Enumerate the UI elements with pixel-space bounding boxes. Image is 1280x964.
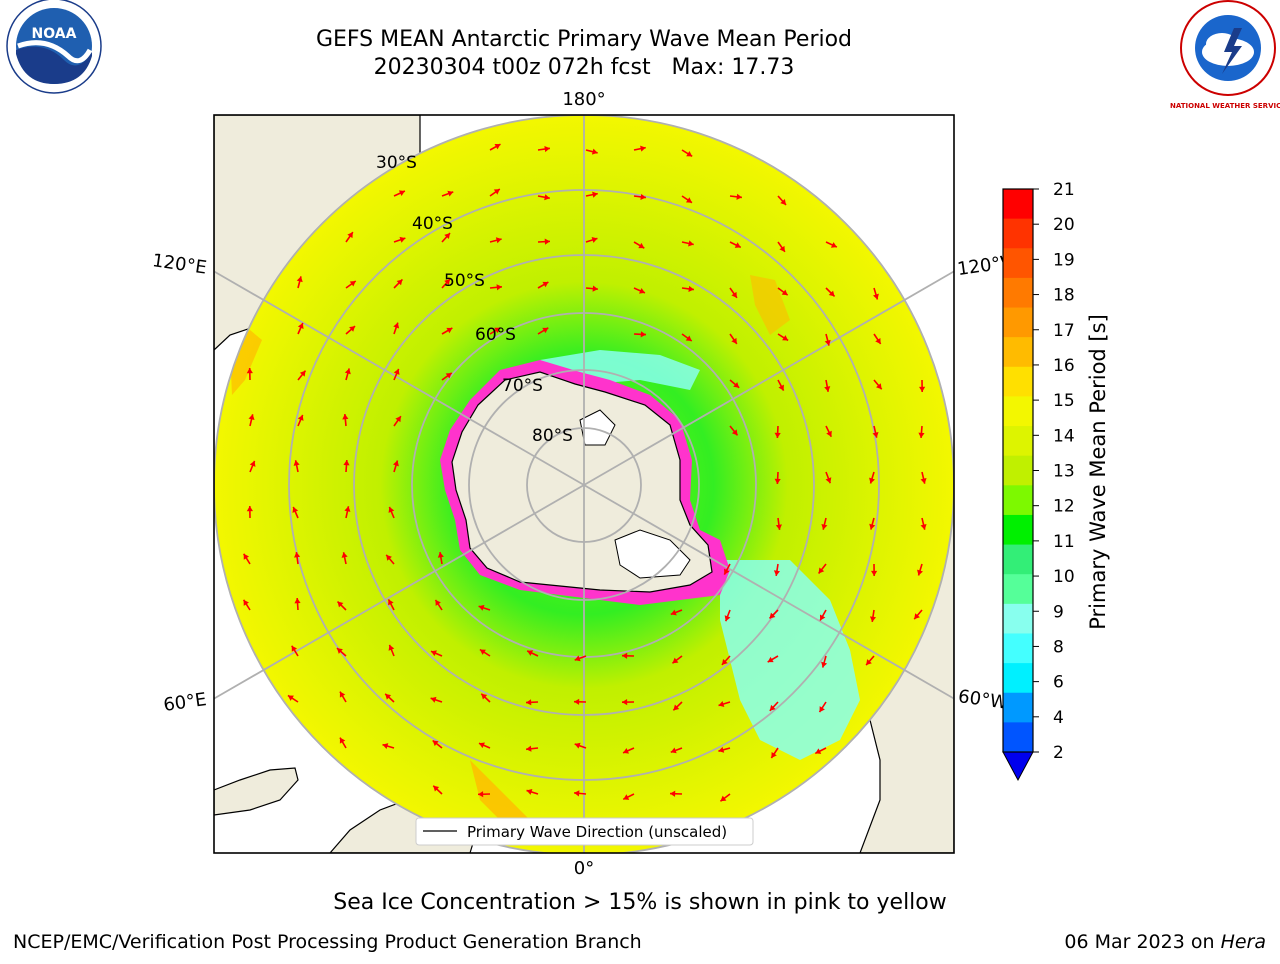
colorbar-tick-label: 10 [1053, 567, 1075, 587]
colorbar-tick-label: 2 [1053, 743, 1064, 763]
colorbar-segment [1003, 396, 1033, 426]
colorbar-segment [1003, 426, 1033, 456]
colorbar-tick-label: 21 [1053, 180, 1075, 200]
colorbar-segment [1003, 485, 1033, 515]
latitude-label: 60°S [475, 325, 516, 345]
colorbar-tick-label: 17 [1053, 321, 1075, 341]
meridian-label-60e: 60°E [162, 689, 208, 716]
colorbar-segment [1003, 189, 1033, 219]
colorbar-tick-label: 13 [1053, 462, 1075, 482]
colorbar-tick-label: 20 [1053, 215, 1075, 235]
colorbar-tick-label: 6 [1053, 673, 1064, 693]
colorbar-segment [1003, 722, 1033, 752]
latitude-label: 30°S [376, 153, 417, 173]
colorbar-segment [1003, 515, 1033, 545]
colorbar-segment [1003, 633, 1033, 663]
colorbar-segment [1003, 308, 1033, 338]
colorbar-segment [1003, 278, 1033, 308]
map-legend: Primary Wave Direction (unscaled) [416, 818, 753, 845]
latitude-label: 50°S [444, 271, 485, 291]
colorbar-segment [1003, 663, 1033, 693]
title-line-1: GEFS MEAN Antarctic Primary Wave Mean Pe… [0, 27, 1168, 53]
sea-ice-note: Sea Ice Concentration > 15% is shown in … [0, 890, 1280, 915]
colorbar-segment [1003, 545, 1033, 575]
colorbar: 21 20 19 18 17 16 15 14 13 12 11 10 9 8 6 4 2 [1003, 180, 1075, 780]
latitude-label: 80°S [532, 426, 573, 446]
colorbar-tick-label: 14 [1053, 426, 1075, 446]
run-date: 06 Mar 2023 on Hera [1064, 931, 1266, 953]
machine-name: Hera [1221, 931, 1266, 953]
colorbar-segment [1003, 337, 1033, 367]
colorbar-tick-label: 4 [1053, 708, 1064, 728]
colorbar-tick-label: 8 [1053, 637, 1064, 657]
colorbar-tick-label: 15 [1053, 391, 1075, 411]
colorbar-tick-label: 16 [1053, 356, 1075, 376]
title-line-2: 20230304 t00z 072h fcst Max: 17.73 [0, 55, 1168, 81]
meridian-label-120e: 120°E [151, 250, 208, 278]
nws-logo-text: NATIONAL WEATHER SERVICE [1170, 102, 1280, 110]
latitude-label: 40°S [412, 214, 453, 234]
colorbar-tick-label: 12 [1053, 497, 1075, 517]
credit-text: NCEP/EMC/Verification Post Processing Pr… [13, 931, 642, 953]
colorbar-segment [1003, 456, 1033, 486]
colorbar-segment [1003, 219, 1033, 249]
colorbar-segment [1003, 367, 1033, 397]
meridian-label-60w: 60°W [957, 686, 1009, 714]
nws-logo: NATIONAL WEATHER SERVICE [1170, 1, 1280, 110]
colorbar-tick-label: 9 [1053, 602, 1064, 622]
colorbar-segment [1003, 693, 1033, 723]
map-area: 30°S 40°S 50°S 60°S 70°S 80°S Primary Wave Di… [134, 0, 1035, 960]
meridian-label-180: 180° [562, 89, 605, 110]
map-legend-label: Primary Wave Direction (unscaled) [467, 823, 727, 841]
latitude-label: 70°S [502, 376, 543, 396]
colorbar-tick-label: 11 [1053, 532, 1075, 552]
colorbar-segment [1003, 248, 1033, 278]
colorbar-label: Primary Wave Mean Period [s] [1086, 314, 1110, 630]
colorbar-tick-label: 19 [1053, 250, 1075, 270]
colorbar-extend-arrow [1003, 752, 1033, 780]
colorbar-segment [1003, 604, 1033, 634]
meridian-label-0: 0° [574, 858, 594, 879]
colorbar-tick-label: 18 [1053, 286, 1075, 306]
colorbar-segment [1003, 574, 1033, 604]
run-date-text: 06 Mar 2023 on [1064, 931, 1220, 953]
